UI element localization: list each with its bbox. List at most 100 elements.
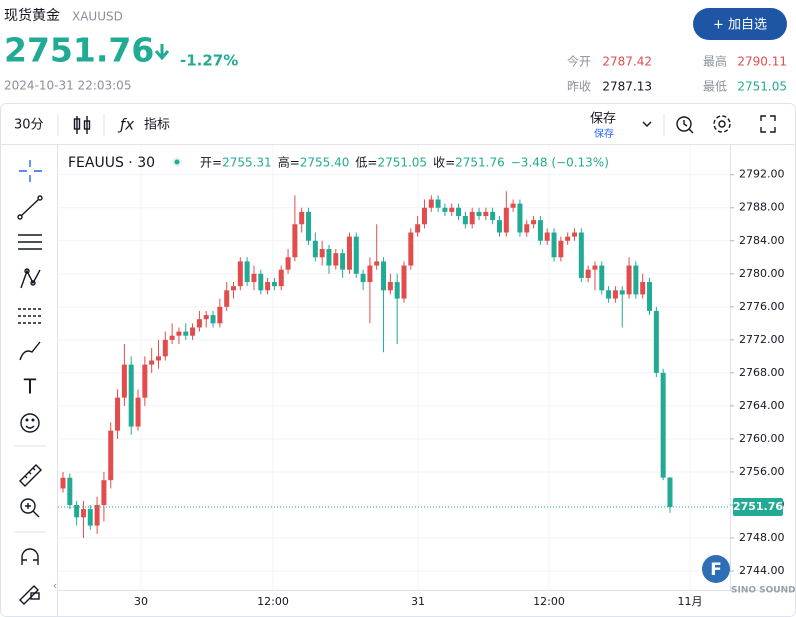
candle-body [231,286,236,291]
candle-body [374,261,380,266]
y-tick-label: 2792.00 [739,168,785,181]
y-tick-label: 2756.00 [739,465,785,478]
x-tick-label: 11月 [678,595,703,608]
ruler-tool[interactable] [19,464,42,487]
candle-body [394,282,400,299]
candle-body [435,199,441,208]
text-tool[interactable]: T [23,375,37,399]
candle-body [244,261,250,283]
legend-label: 收= [433,156,455,170]
candle-body [612,290,618,299]
candle-body [517,203,523,233]
candle-body [80,509,86,518]
candle-body [592,265,598,270]
down-arrow [154,44,170,61]
save-button[interactable]: 保存 [590,112,616,127]
indicators-button[interactable]: 指标 [144,118,170,133]
y-tick-label: 2788.00 [739,201,785,214]
candle-body [203,315,209,320]
candle-body [619,290,625,295]
candle-body [531,220,537,225]
candle-body [456,207,462,217]
current-price: 2751.76 [4,31,154,70]
projection-tool[interactable] [18,308,42,324]
candle-body [524,224,530,233]
candle-body [667,477,673,507]
candle-body [94,504,100,526]
watchlist-button[interactable] [693,8,787,40]
instrument-symbol: XAUUSD [72,10,123,24]
brand-logo [702,555,730,583]
candle-body [496,220,502,233]
lock-tool[interactable] [19,585,40,605]
y-tick-label: 2784.00 [739,234,785,247]
candle-body [326,249,332,266]
candle-body [224,290,230,307]
candle-body [381,261,387,291]
candle-body [87,509,93,526]
settings-button[interactable] [713,115,731,133]
magnet-tool[interactable] [21,548,39,565]
zoom-tool[interactable] [20,498,40,518]
candle-body [251,273,257,283]
y-tick-label: 2760.00 [739,432,785,445]
candle-body [633,265,639,295]
chart-type-button[interactable] [73,116,91,134]
candle-body [428,199,434,208]
brush-tool[interactable] [19,341,41,361]
candle-body [121,364,127,398]
x-tick-label: 12:00 [257,595,289,608]
candle-body [353,236,359,274]
candle-body [578,232,584,278]
price-change: -1.27% [180,52,238,70]
fx-icon[interactable]: ƒx [117,116,134,134]
candle-body [401,265,407,299]
interval-button[interactable]: 30分 [14,118,44,133]
candle-body [360,273,366,283]
axis: 2744.002748.002752.002756.002760.002764.… [134,168,785,608]
crosshair-tool[interactable] [19,160,42,182]
x-tick-label: 31 [411,595,425,608]
candle-body [653,310,659,373]
widget-frame [0,103,796,617]
trendline-tool[interactable] [17,195,43,220]
save-status: 保存 [594,127,614,140]
candle-body [319,249,325,258]
save-menu[interactable] [642,121,652,127]
y-tick-label: 2768.00 [739,366,785,379]
candle-body [421,207,427,225]
last-price-box [733,497,783,516]
candle-body [306,211,312,241]
candle-body [558,240,564,258]
candle-body [415,224,421,233]
candle-body [258,273,264,291]
alert-button[interactable] [676,116,694,134]
chart-title: FEAUUS · 30 [68,155,155,171]
stat-label: 最高 [703,54,727,69]
candle-body [128,364,134,427]
candle-body [510,203,516,208]
legend-label: 开= [200,156,222,170]
y-tick-label: 2772.00 [739,333,785,346]
timestamp: 2024-10-31 22:03:05 [4,79,131,93]
watchlist-button-label[interactable]: + 加自选 [713,18,767,33]
candle-body [237,261,243,287]
candle-body [585,269,591,278]
pattern-tool[interactable] [20,268,41,289]
legend-value: 2751.76 [455,156,505,170]
y-tick-label: 2748.00 [739,531,785,544]
candle-body [115,397,121,431]
candle-body [108,430,114,481]
candle-body [217,306,223,324]
fib-tool[interactable] [18,234,42,250]
candle-body [312,240,318,258]
candle-body [544,232,550,241]
collapse-sidebar[interactable]: ‹ [53,579,57,592]
candle-body [210,315,216,324]
emoji-tool[interactable] [20,413,40,433]
candle-body [408,232,414,266]
candle-body [333,253,339,266]
candle-body [162,339,168,357]
fullscreen-button[interactable] [760,115,776,133]
